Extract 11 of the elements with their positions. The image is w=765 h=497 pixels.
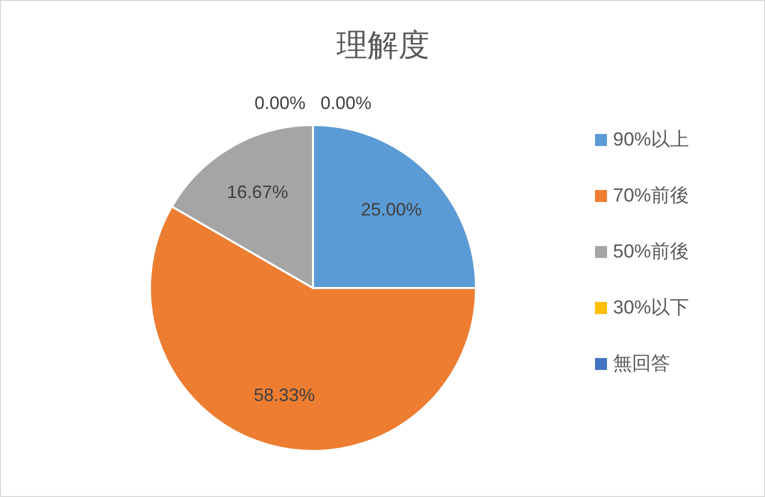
data-label: 58.33% xyxy=(254,385,315,406)
legend-label: 50%前後 xyxy=(613,242,690,262)
text: 0.00% xyxy=(254,93,306,113)
legend-label: 無回答 xyxy=(613,354,670,374)
legend-label: 90%以上 xyxy=(613,130,690,150)
data-label: 16.67% xyxy=(227,182,288,202)
legend-label: 70%前後 xyxy=(613,186,690,206)
chart-title: 理解度 xyxy=(336,28,430,62)
legend-label: 30%以下 xyxy=(613,298,690,318)
data-label: 25.00% xyxy=(360,200,422,220)
text: 0.00% xyxy=(320,93,372,113)
